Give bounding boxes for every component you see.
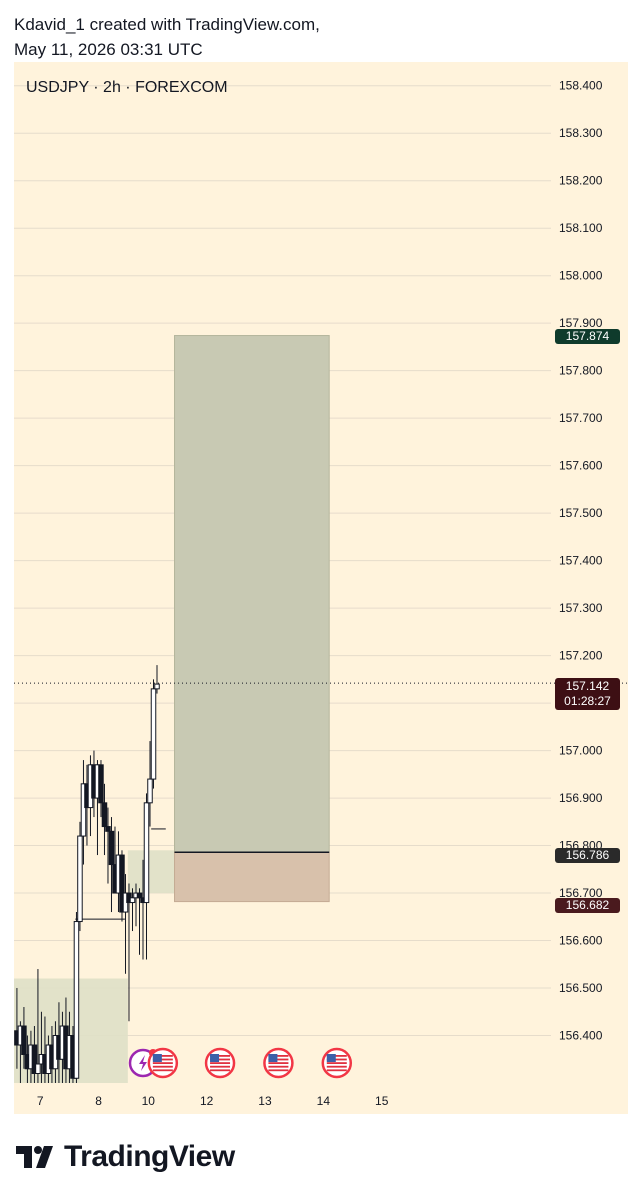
candle[interactable] bbox=[108, 817, 115, 913]
us-flag-event-icon[interactable] bbox=[263, 1047, 294, 1079]
x-tick-label: 13 bbox=[258, 1094, 272, 1108]
candle[interactable] bbox=[98, 760, 104, 818]
y-tick-label: 158.000 bbox=[559, 269, 603, 283]
current-price-tag: 157.142 01:28:27 bbox=[555, 678, 620, 710]
y-tick-label: 156.700 bbox=[559, 886, 603, 900]
tradingview-logo-icon bbox=[16, 1146, 53, 1168]
candle-body bbox=[154, 683, 160, 690]
candle-body bbox=[73, 921, 80, 1079]
candle-body bbox=[119, 854, 125, 913]
y-tick-label: 156.500 bbox=[559, 981, 603, 995]
us-flag-event-icon[interactable] bbox=[204, 1047, 236, 1079]
candle[interactable] bbox=[150, 679, 157, 789]
candle[interactable] bbox=[147, 741, 153, 827]
candle[interactable] bbox=[154, 665, 160, 694]
y-tick-label: 156.400 bbox=[559, 1029, 603, 1043]
y-tick-label: 157.800 bbox=[559, 364, 603, 378]
stop-price-tag: 156.682 bbox=[555, 898, 620, 913]
y-tick-label: 157.200 bbox=[559, 649, 603, 663]
y-tick-label: 158.300 bbox=[559, 126, 603, 140]
attribution-line2: May 11, 2026 03:31 UTC bbox=[14, 40, 203, 59]
candle[interactable] bbox=[129, 888, 136, 932]
entry-price-value: 156.786 bbox=[565, 848, 610, 862]
candle-countdown: 01:28:27 bbox=[564, 694, 611, 708]
candle[interactable] bbox=[77, 821, 83, 932]
candle-body bbox=[147, 778, 153, 804]
y-tick-label: 158.400 bbox=[559, 79, 603, 93]
tradingview-logo[interactable]: TradingView bbox=[16, 1140, 235, 1174]
stop-price-value: 156.682 bbox=[565, 898, 610, 912]
stop-zone bbox=[174, 851, 330, 903]
chart-canvas[interactable]: 158.400 158.300 158.200 158.100 158.000 157.9… bbox=[14, 62, 628, 1114]
candle-body bbox=[98, 764, 104, 804]
candle[interactable] bbox=[101, 783, 108, 856]
candle-body bbox=[77, 835, 83, 923]
y-tick-label: 157.900 bbox=[559, 316, 603, 330]
candle[interactable] bbox=[80, 760, 87, 865]
candle[interactable] bbox=[143, 793, 150, 960]
entry-price-tag: 156.786 bbox=[555, 848, 620, 863]
candle[interactable] bbox=[35, 969, 41, 1083]
y-tick-label: 158.100 bbox=[559, 221, 603, 235]
candle-body bbox=[80, 783, 87, 837]
candle-body bbox=[101, 802, 108, 828]
chart-area[interactable]: 158.400 158.300 158.200 158.100 158.000 157.9… bbox=[14, 62, 628, 1114]
candle-body bbox=[35, 1063, 41, 1075]
x-tick-label: 15 bbox=[375, 1094, 389, 1108]
x-tick-label: 14 bbox=[317, 1094, 331, 1108]
target-price-value: 157.874 bbox=[565, 329, 610, 343]
x-tick-label: 12 bbox=[200, 1094, 214, 1108]
candle-body bbox=[31, 1044, 38, 1075]
candle-body bbox=[150, 688, 157, 780]
y-tick-label: 157.700 bbox=[559, 411, 603, 425]
candle-body bbox=[21, 1025, 27, 1056]
candle[interactable] bbox=[73, 912, 80, 1083]
y-tick-label: 157.300 bbox=[559, 601, 603, 615]
candle[interactable] bbox=[105, 807, 111, 884]
y-tick-label: 157.000 bbox=[559, 744, 603, 758]
us-flag-event-icon[interactable] bbox=[147, 1047, 179, 1079]
target-price-tag: 157.874 bbox=[555, 329, 620, 344]
candle-body bbox=[143, 802, 150, 904]
candle-body bbox=[105, 826, 111, 832]
attribution-line1: Kdavid_1 created with TradingView.com, bbox=[14, 15, 320, 34]
symbol-info: USDJPY · 2h · FOREXCOM bbox=[26, 79, 228, 96]
candle[interactable] bbox=[31, 1026, 38, 1083]
candle[interactable] bbox=[136, 888, 143, 955]
y-tick-label: 158.200 bbox=[559, 174, 603, 188]
x-tick-label: 8 bbox=[95, 1094, 102, 1108]
target-zone bbox=[174, 335, 330, 853]
candle-body bbox=[108, 830, 115, 866]
candle[interactable] bbox=[119, 850, 125, 922]
current-price-value: 157.142 bbox=[565, 679, 610, 693]
candle-body bbox=[129, 897, 136, 904]
y-tick-label: 156.900 bbox=[559, 791, 603, 805]
x-tick-label: 7 bbox=[37, 1094, 44, 1108]
y-tick-label: 156.600 bbox=[559, 934, 603, 948]
x-tick-label: 10 bbox=[142, 1094, 156, 1108]
y-tick-label: 157.500 bbox=[559, 506, 603, 520]
demand-zone bbox=[127, 850, 181, 894]
us-flag-event-icon[interactable] bbox=[321, 1047, 353, 1079]
candle[interactable] bbox=[21, 1007, 27, 1069]
candle-body bbox=[136, 892, 143, 899]
y-tick-label: 157.400 bbox=[559, 554, 603, 568]
attribution: Kdavid_1 created with TradingView.com, M… bbox=[14, 12, 320, 62]
tradingview-wordmark: TradingView bbox=[64, 1140, 235, 1173]
y-tick-label: 157.600 bbox=[559, 459, 603, 473]
